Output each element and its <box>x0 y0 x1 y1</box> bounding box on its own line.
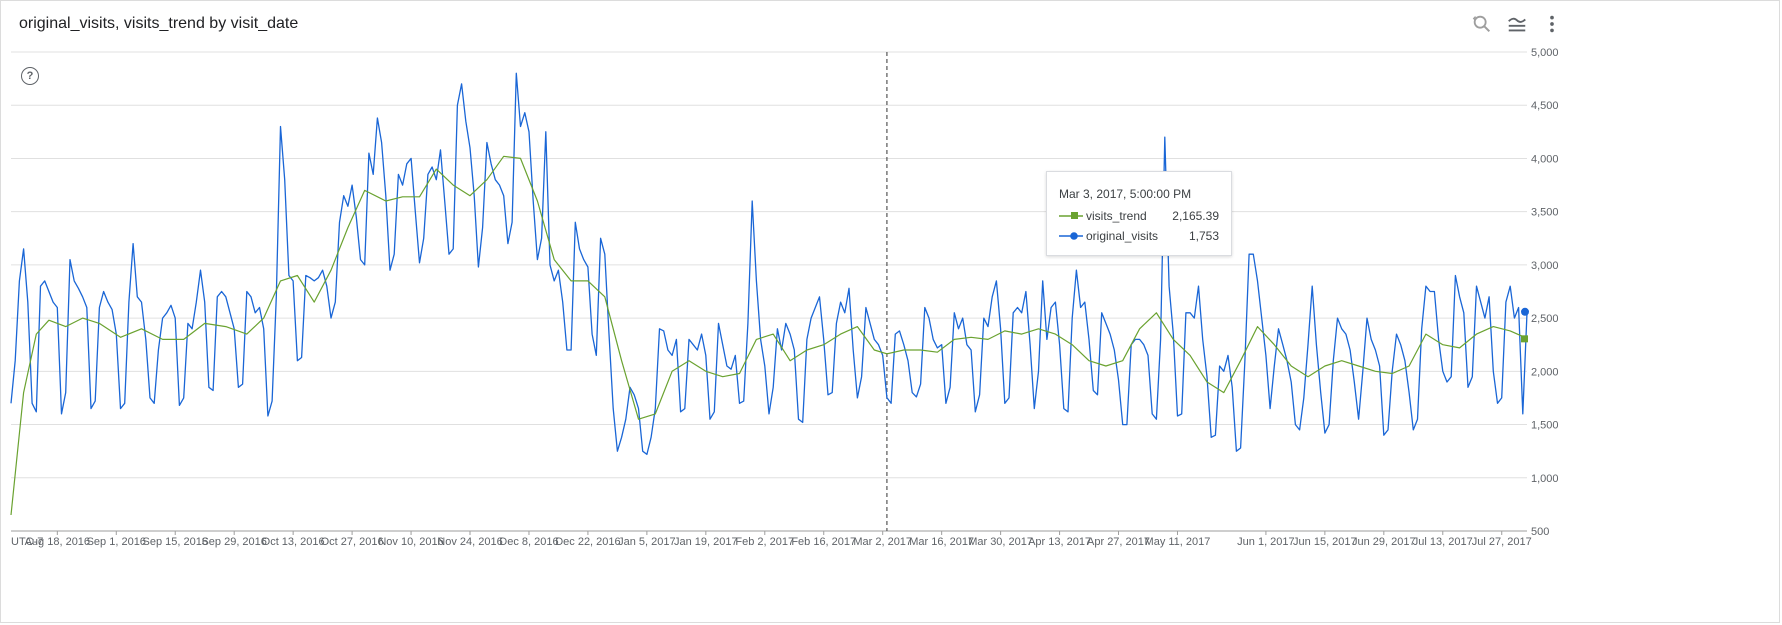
y-axis-ticks: 500 1,000 1,500 2,000 2,500 3,000 3,500 4,000 4,… <box>1531 47 1559 538</box>
x-tick-label: Jun 15, 2017 <box>1293 536 1357 548</box>
series-lines <box>10 52 1528 531</box>
x-tick-label: Apr 13, 2017 <box>1028 536 1091 548</box>
hover-tooltip: Mar 3, 2017, 5:00:00 PM visits_trend 2,1… <box>1046 171 1232 256</box>
x-tick-label: Dec 8, 2016 <box>499 536 558 548</box>
tooltip-series-value: 2,165.39 <box>1172 209 1219 223</box>
y-tick-label: 3,000 <box>1531 260 1559 272</box>
x-tick-label: Nov 10, 2016 <box>378 536 443 548</box>
timezone-label: UTC-7 <box>11 536 43 548</box>
x-tick-label: May 11, 2017 <box>1145 536 1211 548</box>
series-line-visits-trend <box>10 155 1528 516</box>
y-tick-label: 5,000 <box>1531 47 1559 59</box>
x-tick-label: Nov 24, 2016 <box>437 536 502 548</box>
x-tick-label: Jun 29, 2017 <box>1352 536 1416 548</box>
x-tick-label: Aug 18, 2016 <box>25 536 90 548</box>
x-tick-label: Dec 22, 2016 <box>555 536 620 548</box>
tooltip-series-value: 1,753 <box>1188 229 1219 243</box>
y-tick-label: 500 <box>1531 526 1549 538</box>
x-tick-label: Mar 30, 2017 <box>968 536 1033 548</box>
y-tick-label: 1,000 <box>1531 473 1559 485</box>
y-tick-label: 4,500 <box>1531 100 1559 112</box>
more-vert-icon[interactable] <box>1541 13 1563 35</box>
tooltip-series-name: original_visits <box>1086 229 1159 243</box>
visits-trend-swatch-icon <box>1059 212 1083 219</box>
help-icon[interactable]: ? <box>21 67 39 85</box>
y-tick-label: 4,000 <box>1531 153 1559 165</box>
visits-trend-end-marker <box>1521 335 1528 343</box>
y-tick-label: 2,500 <box>1531 313 1559 325</box>
series-toggle-icon[interactable] <box>1506 13 1528 35</box>
x-tick-label: Oct 13, 2016 <box>262 536 325 548</box>
x-tick-label: Jun 1, 2017 <box>1237 536 1295 548</box>
original-visits-end-marker <box>1521 307 1529 316</box>
y-tick-label: 3,500 <box>1531 207 1559 219</box>
original-visits-swatch-icon <box>1059 232 1083 240</box>
x-tick-label: Apr 27, 2017 <box>1087 536 1150 548</box>
y-tick-label: 1,500 <box>1531 420 1559 432</box>
x-tick-label: Mar 2, 2017 <box>853 536 912 548</box>
x-tick-label: Jul 13, 2017 <box>1413 536 1473 548</box>
x-tick-label: Jan 19, 2017 <box>674 536 738 548</box>
x-tick-label: Sep 15, 2016 <box>143 536 208 548</box>
grid-lines <box>11 51 1527 532</box>
tooltip-row-original-visits: original_visits 1,753 <box>1059 228 1229 244</box>
x-tick-label: Oct 27, 2016 <box>321 536 384 548</box>
tooltip-series-name: visits_trend <box>1086 209 1147 223</box>
x-tick-label: Mar 16, 2017 <box>909 536 974 548</box>
series-end-markers <box>1521 307 1529 343</box>
x-tick-label: Sep 29, 2016 <box>201 536 266 548</box>
x-tick-label: Jan 5, 2017 <box>618 536 676 548</box>
x-tick-label: Feb 16, 2017 <box>791 536 856 548</box>
chart-title: original_visits, visits_trend by visit_d… <box>19 15 299 32</box>
zoom-reset-icon[interactable] <box>1471 13 1493 35</box>
x-tick-label: Sep 1, 2016 <box>87 536 146 548</box>
x-tick-label: Feb 2, 2017 <box>735 536 794 548</box>
series-line-original-visits <box>10 72 1528 456</box>
x-tick-label: Jul 27, 2017 <box>1472 536 1532 548</box>
tooltip-date: Mar 3, 2017, 5:00:00 PM <box>1059 187 1192 201</box>
y-tick-label: 2,000 <box>1531 366 1559 378</box>
tooltip-row-visits-trend: visits_trend 2,165.39 <box>1059 208 1229 224</box>
